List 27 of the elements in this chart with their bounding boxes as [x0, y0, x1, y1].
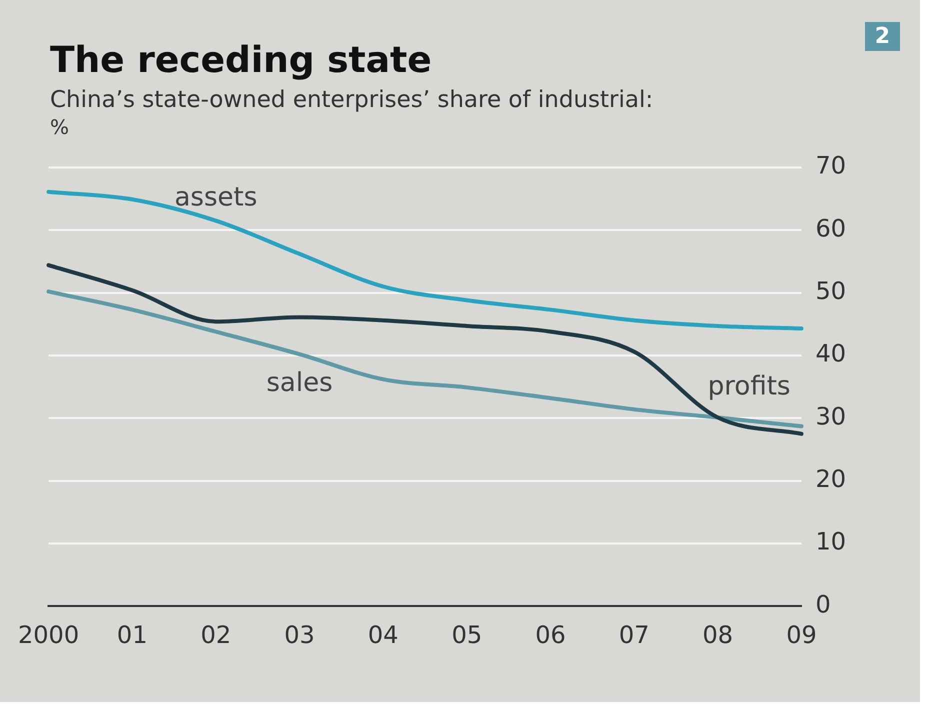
line-series: [46, 290, 804, 428]
x-tick-label: 09: [786, 620, 817, 649]
x-tick-label: 2000: [18, 620, 80, 649]
y-tick-label: 30: [815, 402, 846, 430]
y-tick-label: 40: [815, 340, 846, 368]
series-label: sales: [266, 368, 333, 398]
x-tick-label: 02: [200, 620, 232, 649]
series-label: assets: [174, 182, 258, 212]
y-tick-label: 10: [815, 528, 846, 556]
text: 2: [864, 22, 900, 51]
x-tick-label: 06: [535, 620, 566, 649]
x-tick-label: 07: [618, 620, 650, 649]
chart-title: The receding state: [50, 40, 432, 81]
chart-subtitle: China’s state-owned enterprises’ share of industrial:: [50, 87, 654, 113]
line-series: [46, 263, 804, 436]
x-tick-label: 03: [284, 620, 315, 649]
y-tick-label: 20: [815, 465, 846, 494]
x-tick-label: 08: [702, 620, 734, 649]
series-label: profits: [708, 371, 790, 402]
x-tick-label: 05: [452, 620, 482, 649]
y-tick-label: 50: [815, 277, 846, 306]
x-tick-label: 01: [116, 620, 148, 649]
x-tick-label: 04: [368, 620, 398, 649]
y-axis-title: %: [50, 115, 70, 139]
y-tick-label: 60: [815, 214, 846, 242]
y-tick-label: 0: [815, 590, 831, 618]
y-tick-label: 70: [815, 152, 846, 180]
